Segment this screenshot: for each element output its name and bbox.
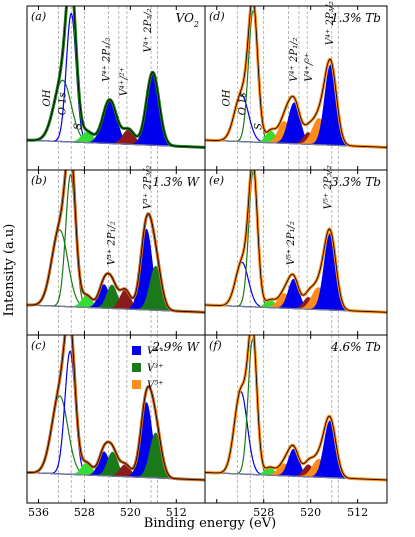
panel-label: 1.3% W <box>152 175 200 189</box>
fit-curve <box>205 6 387 148</box>
fit-curve <box>205 335 387 481</box>
peak-annotation: V⁵⁺ 2P₁/₂ <box>286 221 297 265</box>
panel-tag: (a) <box>31 10 46 23</box>
x-tick-label: 520 <box>120 506 141 519</box>
panel-e-plot <box>205 170 387 335</box>
panel-b: (b) 1.3% W V³⁺ 2P₁/₂ V³⁺ 2P₃/₂ <box>26 165 206 336</box>
peak-annotation: O 1s <box>238 92 249 115</box>
legend-label: V⁴⁺ <box>147 346 164 357</box>
panel-f-plot <box>205 335 387 503</box>
panel-e: (e) 3.3% Tb V⁵⁺ 2P₁/₂ V⁵⁺ 2P₃/₂ <box>204 165 388 336</box>
peak-annotation: V⁴⁺ 2P₃/₂ <box>325 1 336 45</box>
panel-a: (a) VO2 OH O 1s S V⁴⁺ 2P₁/₂ V⁴⁺/²⁺ V⁴⁺ 2P₃/₂ <box>26 5 206 171</box>
peak-annotation: V⁴⁺ 2P₁/₂ <box>289 38 300 82</box>
fit-curve <box>27 335 205 481</box>
peak-annotation: V³⁺ 2P₃/₂ <box>143 165 154 209</box>
peak-annotation: OH <box>42 89 53 106</box>
y-axis-label: Intensity (a.u) <box>2 224 17 317</box>
panel-d: (d) 1.3% Tb OH O 1s S V⁴⁺ 2P₁/₂ V⁴⁺/²⁺ V⁴⁺ 2P₃/… <box>204 1 388 171</box>
panel-b-plot <box>27 170 205 335</box>
panel-label: 1.3% Tb <box>331 11 381 25</box>
panel-label: 3.3% Tb <box>331 175 381 189</box>
legend: V⁴⁺ V³⁺ V⁵⁺ <box>132 346 164 391</box>
panel-label: 4.6% Tb <box>330 340 381 354</box>
peak-annotation: O 1s <box>58 92 69 115</box>
peak-annotation: S <box>73 123 84 130</box>
legend-swatch <box>132 346 141 355</box>
panel-a-plot <box>27 6 205 170</box>
legend-swatch <box>132 363 141 372</box>
panel-tag: (f) <box>209 339 222 352</box>
peak-annotation: V⁴⁺ 2P₁/₂ <box>102 38 113 82</box>
x-axis-label: Binding energy (eV) <box>144 516 276 531</box>
x-tick-label: 528 <box>74 506 95 519</box>
panel-tag: (e) <box>209 174 224 187</box>
panel-tag: (d) <box>209 10 225 23</box>
x-tick-label: 536 <box>28 506 49 519</box>
peak-annotation: OH <box>222 89 233 106</box>
peak-annotation: V⁴⁺/²⁺ <box>304 53 315 82</box>
panel-f: (f) 4.6% Tb <box>204 334 388 504</box>
legend-label: V³⁺ <box>147 363 164 374</box>
fit-curve <box>205 170 387 313</box>
legend-swatch <box>132 380 141 389</box>
panel-label: 2.9% W <box>151 340 200 354</box>
peak-annotation: V³⁺ 2P₁/₂ <box>106 221 117 265</box>
legend-label: V⁵⁺ <box>147 380 164 391</box>
fit-curve <box>27 6 205 148</box>
panel-d-plot <box>205 6 387 170</box>
panel-frame <box>204 334 388 504</box>
panel-tag: (b) <box>31 174 47 187</box>
peak-annotation: V⁴⁺/²⁺ <box>119 67 130 96</box>
x-tick-label: 528 <box>253 506 274 519</box>
panel-label: VO2 <box>176 11 199 29</box>
peak-annotation: V⁵⁺ 2P₃/₂ <box>323 165 334 209</box>
x-tick-label: 520 <box>300 506 321 519</box>
fit-curve <box>27 170 205 313</box>
panel-c-plot <box>27 335 205 503</box>
panel-tag: (c) <box>31 339 46 352</box>
x-tick-label: 512 <box>166 506 187 519</box>
peak-annotation: S <box>253 123 264 130</box>
x-tick-label: 512 <box>347 506 368 519</box>
x-axis-ticks: 536 528 520 512 528 520 512 <box>28 506 368 519</box>
peak-annotation: V⁴⁺ 2P₃/₂ <box>143 8 154 52</box>
